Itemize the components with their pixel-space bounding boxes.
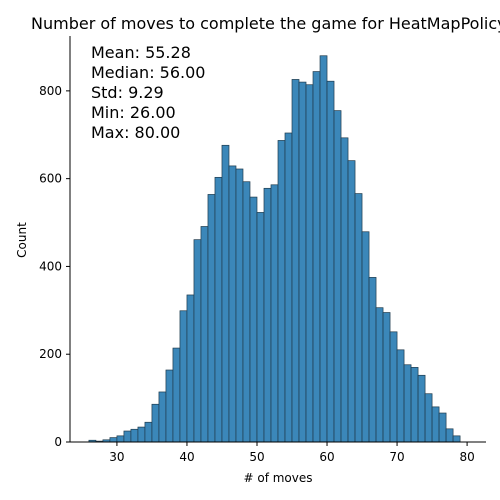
histogram-bar: [284, 132, 293, 443]
histogram-bar: [445, 428, 454, 443]
histogram-bar: [144, 421, 153, 443]
histogram-bar: [298, 81, 307, 443]
histogram-bar: [403, 364, 412, 443]
histogram-bar: [361, 231, 370, 443]
histogram-bar: [326, 80, 335, 443]
histogram-bar: [396, 349, 405, 443]
x-tick-label: 80: [459, 450, 474, 464]
stat-std: Std: 9.29: [91, 83, 164, 102]
bars-group: [88, 55, 461, 443]
y-ticks: 0 200 400 600 800: [39, 84, 70, 449]
histogram-bar: [116, 435, 125, 443]
y-tick-label: 0: [54, 435, 62, 449]
histogram-bar: [417, 374, 426, 443]
y-tick-label: 600: [39, 172, 62, 186]
histogram-bar: [123, 430, 132, 443]
histogram-bar: [109, 437, 118, 443]
histogram-bar: [172, 347, 181, 443]
histogram-bar: [235, 168, 244, 443]
x-axis-label: # of moves: [243, 471, 312, 485]
histogram-bar: [263, 187, 272, 443]
histogram-bar: [130, 428, 139, 443]
histogram-bar: [431, 406, 440, 443]
chart-title: Number of moves to complete the game for…: [31, 14, 500, 33]
y-tick-label: 400: [39, 259, 62, 273]
x-tick-label: 50: [249, 450, 264, 464]
histogram-bar: [193, 239, 202, 443]
histogram-bar: [256, 212, 265, 443]
histogram-bar: [228, 165, 237, 443]
histogram-bar: [165, 369, 174, 443]
x-tick-label: 70: [389, 450, 404, 464]
histogram-bar: [347, 160, 356, 443]
histogram-bar: [291, 79, 300, 443]
histogram-bar: [333, 110, 342, 443]
stat-min: Min: 26.00: [91, 103, 176, 122]
histogram-bar: [207, 194, 216, 443]
y-tick-label: 200: [39, 347, 62, 361]
histogram-bar: [305, 84, 314, 443]
histogram-bar: [354, 193, 363, 443]
y-tick-label: 800: [39, 84, 62, 98]
histogram-bar: [319, 55, 328, 443]
histogram-bar: [277, 140, 286, 443]
histogram-bar: [179, 310, 188, 443]
histogram-bar: [186, 294, 195, 443]
histogram-bar: [340, 137, 349, 443]
histogram-bar: [424, 393, 433, 443]
histogram-bar: [249, 196, 258, 443]
histogram-bar: [382, 312, 391, 443]
histogram-bar: [151, 403, 160, 443]
x-tick-label: 30: [109, 450, 124, 464]
histogram-bar: [158, 391, 167, 443]
histogram-bar: [410, 367, 419, 443]
stat-max: Max: 80.00: [91, 123, 180, 142]
x-tick-label: 40: [179, 450, 194, 464]
histogram-bar: [375, 307, 384, 443]
histogram-bar: [214, 176, 223, 443]
histogram-bar: [312, 71, 321, 443]
histogram-bar: [242, 181, 251, 443]
histogram-bar: [200, 226, 209, 443]
histogram-bar: [137, 426, 146, 443]
stats-box: Mean: 55.28 Median: 56.00 Std: 9.29 Min:…: [91, 43, 205, 142]
y-axis-label: Count: [15, 222, 29, 258]
histogram-bar: [438, 412, 447, 443]
histogram-bar: [452, 435, 461, 443]
histogram-bar: [221, 144, 230, 443]
x-tick-label: 60: [319, 450, 334, 464]
histogram-bar: [270, 184, 279, 443]
histogram-bar: [389, 331, 398, 443]
stat-median: Median: 56.00: [91, 63, 205, 82]
stat-mean: Mean: 55.28: [91, 43, 191, 62]
histogram-bar: [368, 277, 377, 443]
x-ticks: 30 40 50 60 70 80: [109, 442, 475, 464]
